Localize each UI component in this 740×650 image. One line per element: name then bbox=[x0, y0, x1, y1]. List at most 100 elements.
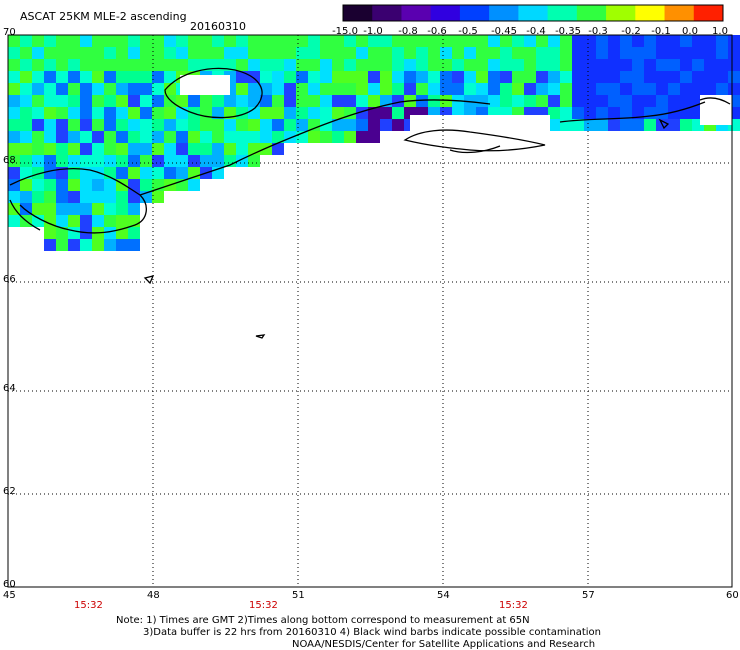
colorbar-tick: -0.6 bbox=[427, 26, 447, 37]
swath-cell bbox=[272, 95, 284, 107]
swath-cell bbox=[380, 107, 392, 119]
swath-cell bbox=[104, 191, 116, 203]
swath-cell bbox=[608, 107, 620, 119]
land-mask bbox=[700, 95, 732, 125]
swath-cell bbox=[92, 203, 104, 215]
swath-cell bbox=[332, 119, 344, 131]
swath-cell bbox=[140, 71, 152, 83]
swath-cell bbox=[80, 203, 92, 215]
swath-cell bbox=[524, 59, 536, 71]
swath-cell bbox=[548, 83, 560, 95]
swath-cell bbox=[680, 83, 692, 95]
swath-cell bbox=[32, 83, 44, 95]
colorbar-tick: 0.0 bbox=[682, 26, 698, 37]
swath-cell bbox=[356, 47, 368, 59]
swath-cell bbox=[572, 59, 584, 71]
swath-cell bbox=[356, 95, 368, 107]
colorbar-swatch bbox=[693, 5, 724, 21]
swath-cell bbox=[20, 107, 32, 119]
swath-cell bbox=[680, 35, 692, 47]
swath-cell bbox=[44, 155, 56, 167]
swath-cell bbox=[680, 59, 692, 71]
swath-cell bbox=[452, 83, 464, 95]
swath-cell bbox=[128, 239, 140, 251]
swath-cell bbox=[308, 35, 320, 47]
colorbar-frame bbox=[342, 4, 724, 22]
swath-cell bbox=[80, 35, 92, 47]
swath-cell bbox=[620, 47, 632, 59]
swath-cell bbox=[512, 83, 524, 95]
swath-cell bbox=[596, 95, 608, 107]
swath-cell bbox=[632, 107, 644, 119]
swath-cell bbox=[116, 83, 128, 95]
swath-cell bbox=[188, 155, 200, 167]
swath-cell bbox=[68, 167, 80, 179]
lat-lon-grid bbox=[8, 35, 732, 587]
swath-cell bbox=[116, 155, 128, 167]
swath-cell bbox=[20, 155, 32, 167]
swath-cell bbox=[488, 95, 500, 107]
colorbar-tick: 1.0 bbox=[712, 26, 728, 37]
swath-cell bbox=[80, 215, 92, 227]
swath-cell bbox=[8, 35, 20, 47]
swath-cell bbox=[548, 107, 560, 119]
swath-cell bbox=[56, 71, 68, 83]
swath-cell bbox=[320, 47, 332, 59]
swath-cell bbox=[572, 107, 584, 119]
swath-cell bbox=[308, 71, 320, 83]
swath-cell bbox=[644, 35, 656, 47]
swath-cell bbox=[632, 35, 644, 47]
swath-cell bbox=[692, 83, 704, 95]
swath-cell bbox=[128, 155, 140, 167]
swath-cell bbox=[476, 35, 488, 47]
swath-cell bbox=[200, 35, 212, 47]
swath-cell bbox=[164, 167, 176, 179]
swath-cell bbox=[116, 71, 128, 83]
swath-cell bbox=[68, 59, 80, 71]
swath-cell bbox=[464, 71, 476, 83]
swath-cell bbox=[644, 59, 656, 71]
swath-cell bbox=[152, 119, 164, 131]
lat-label: 66 bbox=[3, 274, 16, 285]
swath-cell bbox=[584, 59, 596, 71]
swath-cell bbox=[32, 179, 44, 191]
swath-cell bbox=[212, 95, 224, 107]
swath-cell bbox=[140, 95, 152, 107]
swath-cell bbox=[344, 83, 356, 95]
swath-cell bbox=[140, 155, 152, 167]
swath-cell bbox=[296, 95, 308, 107]
swath-cell bbox=[44, 47, 56, 59]
swath-cell bbox=[128, 107, 140, 119]
swath-cell bbox=[368, 47, 380, 59]
swath-cell bbox=[632, 83, 644, 95]
swath-cell bbox=[44, 35, 56, 47]
swath-cell bbox=[380, 59, 392, 71]
swath-cell bbox=[20, 119, 32, 131]
swath-cell bbox=[512, 95, 524, 107]
swath-cell bbox=[392, 83, 404, 95]
swath-cell bbox=[716, 83, 728, 95]
swath-cell bbox=[236, 47, 248, 59]
pass-time: 15:32 bbox=[74, 600, 103, 611]
swath-cell bbox=[272, 143, 284, 155]
swath-cell bbox=[656, 107, 668, 119]
colorbar-swatch bbox=[576, 5, 607, 21]
swath-cell bbox=[296, 83, 308, 95]
swath-cell bbox=[716, 47, 728, 59]
swath-cell bbox=[236, 95, 248, 107]
swath-cell bbox=[248, 131, 260, 143]
swath-cell bbox=[212, 143, 224, 155]
swath-cell bbox=[596, 35, 608, 47]
swath-cell bbox=[692, 71, 704, 83]
swath-cell bbox=[44, 215, 56, 227]
swath-cell bbox=[236, 83, 248, 95]
swath-cell bbox=[500, 95, 512, 107]
note-line: Note: 1) Times are GMT 2)Times along bot… bbox=[116, 615, 530, 626]
swath-cell bbox=[116, 215, 128, 227]
swath-cell bbox=[416, 59, 428, 71]
swath-cell bbox=[524, 35, 536, 47]
swath-cell bbox=[8, 215, 20, 227]
colorbar-swatch bbox=[372, 5, 402, 21]
swath-cell bbox=[20, 47, 32, 59]
swath-cell bbox=[92, 215, 104, 227]
